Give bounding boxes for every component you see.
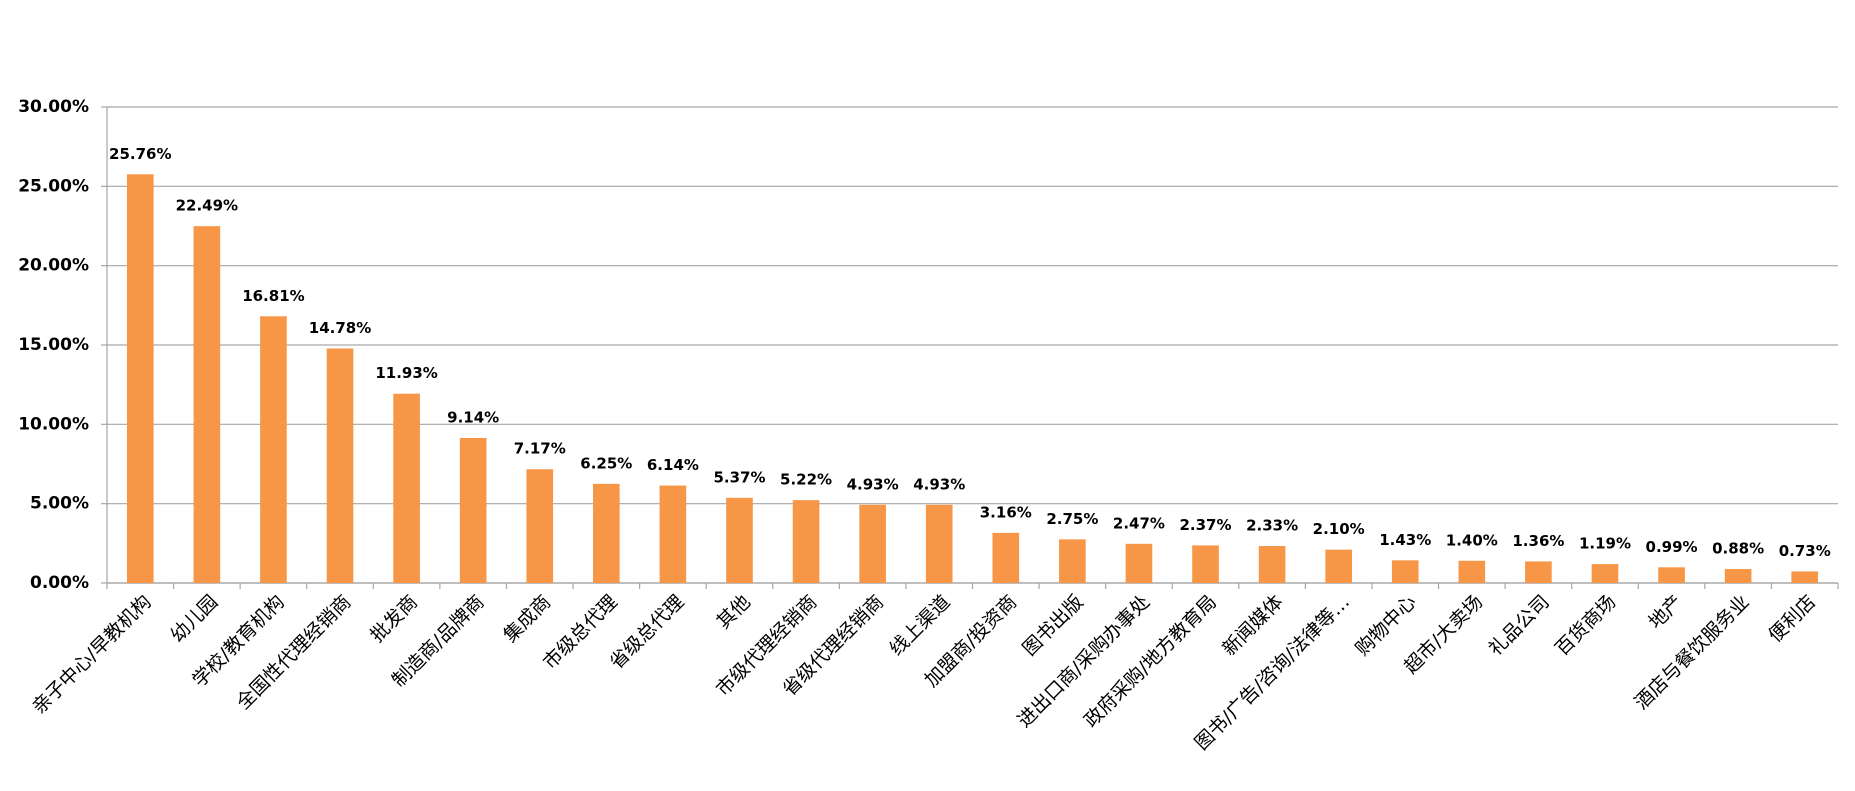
x-tick-label: 酒店与餐饮服务业 [1631, 591, 1754, 714]
bar [1658, 567, 1685, 583]
y-tick-label: 15.00% [18, 335, 89, 355]
value-label: 1.40% [1446, 531, 1498, 549]
value-label: 6.14% [647, 456, 699, 474]
bar [659, 485, 687, 583]
x-tick-label: 集成商 [499, 591, 555, 647]
bar [393, 393, 420, 583]
bar [925, 504, 953, 583]
bar [1325, 549, 1352, 583]
bar [260, 316, 287, 583]
value-label: 7.17% [514, 440, 566, 458]
x-tick-label: 亲子中心/早教机构 [28, 591, 156, 719]
value-label: 6.25% [580, 454, 632, 472]
bar [126, 174, 154, 584]
bar [459, 437, 487, 583]
bar [792, 500, 820, 583]
y-tick-label: 20.00% [18, 256, 89, 276]
bar [1258, 546, 1286, 583]
y-tick-label: 25.00% [18, 176, 89, 196]
bar [992, 532, 1020, 583]
x-tick-label: 政府采购/地方教育局 [1080, 591, 1221, 732]
x-tick-label: 礼品公司 [1485, 591, 1554, 660]
value-label: 2.47% [1113, 514, 1165, 532]
value-label: 1.36% [1512, 532, 1564, 550]
value-label: 22.49% [176, 197, 238, 215]
bar [1391, 560, 1419, 583]
y-tick-label: 10.00% [18, 414, 89, 434]
value-label: 2.75% [1046, 510, 1098, 528]
bar [1525, 561, 1552, 583]
bar [1591, 564, 1619, 583]
x-tick-label: 全国性代理经销商 [232, 591, 355, 714]
bar [1724, 569, 1752, 583]
bar [1192, 545, 1219, 583]
value-label: 1.43% [1379, 531, 1431, 549]
x-tick-label: 便利店 [1764, 591, 1820, 647]
value-label: 2.33% [1246, 517, 1298, 535]
value-label: 11.93% [375, 364, 437, 382]
bar [193, 226, 221, 583]
value-label: 5.37% [713, 468, 765, 486]
x-tick-label: 线上渠道 [885, 591, 954, 660]
x-tick-label: 图书出版 [1018, 591, 1087, 660]
x-tick-label: 幼儿园 [166, 591, 222, 647]
value-label: 3.16% [980, 503, 1032, 521]
value-label: 2.10% [1313, 520, 1365, 538]
bar [593, 483, 620, 583]
y-tick-label: 0.00% [30, 573, 89, 593]
value-label: 25.76% [109, 145, 171, 163]
value-label: 4.93% [847, 475, 899, 493]
x-tick-label: 其他 [712, 591, 754, 633]
value-label: 14.78% [309, 319, 371, 337]
value-label: 0.73% [1779, 542, 1831, 560]
x-tick-label: 批发商 [366, 591, 422, 647]
bar [1458, 560, 1486, 583]
y-tick-label: 5.00% [30, 494, 89, 514]
value-label: 0.99% [1646, 538, 1698, 556]
x-tick-label: 购物中心 [1351, 591, 1420, 660]
x-tick-label: 百货商场 [1551, 591, 1620, 660]
y-tick-label: 30.00% [18, 97, 89, 117]
bar [1791, 571, 1819, 583]
x-tick-label: 地产 [1645, 591, 1687, 633]
value-label: 1.19% [1579, 535, 1631, 553]
value-label: 2.37% [1179, 516, 1231, 534]
value-label: 0.88% [1712, 540, 1764, 558]
bar [726, 497, 753, 583]
value-label: 9.14% [447, 408, 499, 426]
x-tick-label: 新闻媒体 [1218, 591, 1287, 660]
value-label: 5.22% [780, 471, 832, 489]
bar [1059, 539, 1086, 583]
value-label: 4.93% [913, 475, 965, 493]
bar [859, 504, 886, 583]
bar [526, 469, 554, 583]
bar [326, 348, 354, 583]
value-label: 16.81% [242, 287, 304, 305]
bar [1125, 543, 1153, 583]
x-tick-label: 进出口商/采购办事处 [1013, 591, 1154, 732]
